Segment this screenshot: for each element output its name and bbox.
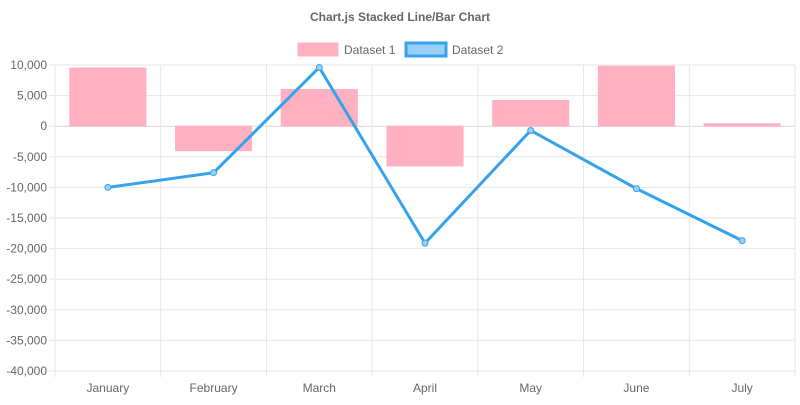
legend-item-dataset-1[interactable]: Dataset 1 [297, 42, 396, 57]
axes: 10,000 5,000 0 -5,000 -10,000 -15,000 -20,000 -… [6, 58, 753, 395]
y-tick-label: 5,000 [17, 89, 47, 103]
point-dataset-2[interactable] [210, 169, 218, 177]
x-tick-label: July [731, 381, 752, 395]
y-tick-label: -25,000 [6, 272, 47, 286]
point-dataset-2[interactable] [104, 183, 112, 191]
y-tick-label: -20,000 [6, 242, 47, 256]
legend-item-dataset-2[interactable]: Dataset 2 [404, 41, 504, 58]
point-dataset-2[interactable] [632, 185, 640, 193]
bar-series-dataset-1 [69, 65, 781, 167]
y-tick-label: -40,000 [6, 364, 47, 378]
bar-dataset-1[interactable] [492, 99, 570, 127]
line-series-dataset-2 [104, 63, 746, 247]
y-tick-label: -5,000 [13, 150, 47, 164]
y-tick-label: 0 [40, 119, 47, 133]
bar-dataset-1[interactable] [69, 67, 147, 127]
bar-dataset-1[interactable] [386, 125, 464, 167]
x-tick-label: April [413, 381, 437, 395]
bar-dataset-1[interactable] [597, 65, 675, 127]
legend-swatch-dataset-2 [404, 41, 448, 58]
y-tick-label: -30,000 [6, 303, 47, 317]
legend-swatch-dataset-1 [297, 42, 339, 57]
chart-title: Chart.js Stacked Line/Bar Chart [310, 10, 490, 24]
x-tick-label: March [303, 381, 336, 395]
x-tick-label: June [623, 381, 649, 395]
point-dataset-2[interactable] [527, 126, 535, 134]
point-dataset-2[interactable] [738, 237, 746, 245]
legend: Dataset 1 Dataset 2 [297, 41, 504, 58]
y-tick-label: -15,000 [6, 211, 47, 225]
legend-label-dataset-1: Dataset 1 [344, 43, 396, 57]
legend-label-dataset-2: Dataset 2 [452, 43, 504, 57]
x-tick-label: January [87, 381, 130, 395]
bar-dataset-1[interactable] [703, 123, 781, 127]
x-tick-label: February [190, 381, 238, 395]
y-tick-label: -35,000 [6, 333, 47, 347]
x-tick-label: May [519, 381, 542, 395]
point-dataset-2[interactable] [315, 63, 323, 71]
y-tick-label: 10,000 [10, 58, 47, 72]
point-dataset-2[interactable] [421, 239, 429, 247]
grid [49, 64, 796, 377]
y-tick-label: -10,000 [6, 180, 47, 194]
